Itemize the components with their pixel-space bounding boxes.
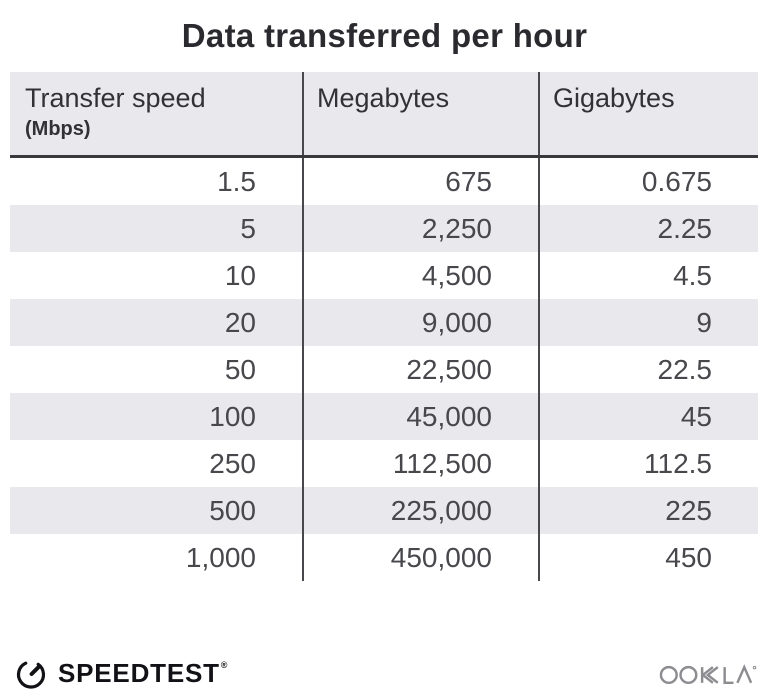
- ookla-logo: [659, 660, 757, 692]
- table-cell: 4,500: [302, 252, 538, 299]
- table-cell: 20: [224, 306, 256, 338]
- table-cell: 45,000: [302, 393, 538, 440]
- table-row: 1,000 450,000 450: [10, 534, 758, 581]
- table-cell: 22,500: [302, 346, 538, 393]
- table-cell: 250: [209, 447, 256, 479]
- table-cell: 225,000: [302, 487, 538, 534]
- data-table: Transfer speed (Mbps) Megabytes Gigabyte…: [10, 72, 758, 581]
- table-cell: 2.25: [538, 205, 758, 252]
- page-title: Data transferred per hour: [181, 17, 588, 54]
- table-row: 1.5 675 0.675: [10, 158, 758, 205]
- table-row: 250 112,500 112.5: [10, 440, 758, 487]
- column-header-gigabytes: Gigabytes: [538, 72, 758, 155]
- table-cell: 500: [209, 494, 256, 526]
- speedtest-logo: SPEEDTEST®: [13, 655, 227, 691]
- column-header-transfer-speed: Transfer speed (Mbps): [10, 72, 302, 155]
- table-header: Transfer speed (Mbps) Megabytes Gigabyte…: [10, 72, 758, 158]
- ookla-wordmark-icon: [659, 664, 757, 685]
- brand-text: SPEEDTEST: [58, 658, 220, 688]
- column-header-label: Transfer speed: [25, 83, 206, 113]
- table-cell: 10: [224, 259, 256, 291]
- table-cell: 22.5: [538, 346, 758, 393]
- table-row: 50 22,500 22.5: [10, 346, 758, 393]
- speedtest-gauge-icon: [16, 661, 46, 689]
- column-header-unit: (Mbps): [25, 118, 91, 140]
- table-cell: 112,500: [302, 440, 538, 487]
- table-cell: 2,250: [302, 205, 538, 252]
- table-cell: 450: [538, 534, 758, 581]
- column-header-label: Gigabytes: [553, 83, 675, 113]
- table-cell: 675: [302, 158, 538, 205]
- table-cell: 45: [538, 393, 758, 440]
- table-row: 100 45,000 45: [10, 393, 758, 440]
- table-cell: 50: [224, 353, 256, 385]
- column-header-label: Megabytes: [317, 83, 450, 113]
- table-cell: 9,000: [302, 299, 538, 346]
- registered-mark: ®: [220, 660, 229, 670]
- table-cell: 100: [209, 400, 256, 432]
- speedtest-wordmark: SPEEDTEST®: [58, 660, 227, 686]
- column-header-megabytes: Megabytes: [302, 72, 538, 155]
- table-body: 1.5 675 0.675 5 2,250 2.25 10 4,500 4.5 20 9,000 9 5…: [10, 158, 758, 581]
- table-cell: 450,000: [302, 534, 538, 581]
- table-cell: 112.5: [538, 440, 758, 487]
- table-row: 5 2,250 2.25: [10, 205, 758, 252]
- table-cell: 5: [240, 212, 256, 244]
- table-row: 500 225,000 225: [10, 487, 758, 534]
- table-cell: 1.5: [217, 165, 256, 197]
- table-cell: 9: [538, 299, 758, 346]
- table-cell: 0.675: [538, 158, 758, 205]
- table-cell: 225: [538, 487, 758, 534]
- table-cell: 1,000: [185, 541, 256, 573]
- table-row: 10 4,500 4.5: [10, 252, 758, 299]
- table-row: 20 9,000 9: [10, 299, 758, 346]
- table-cell: 4.5: [538, 252, 758, 299]
